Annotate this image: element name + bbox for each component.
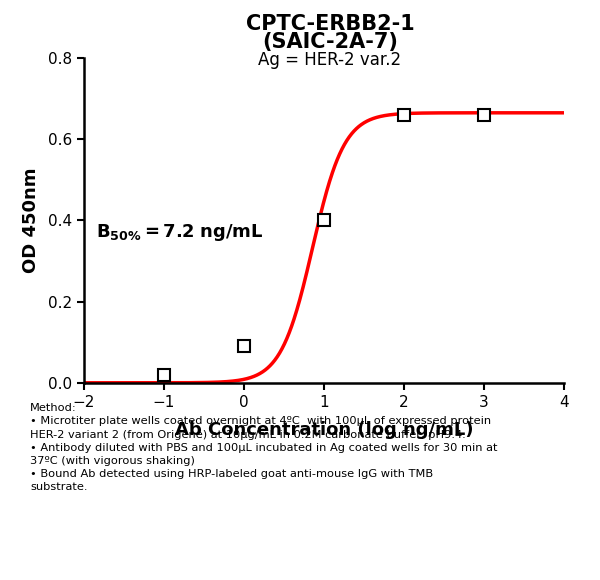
Text: CPTC-ERBB2-1: CPTC-ERBB2-1 xyxy=(245,14,415,34)
Text: Ag = HER-2 var.2: Ag = HER-2 var.2 xyxy=(259,51,401,69)
Text: $\mathbf{B_{50\%}}$$\mathbf{= 7.2\ ng/mL}$: $\mathbf{B_{50\%}}$$\mathbf{= 7.2\ ng/mL… xyxy=(96,222,263,243)
X-axis label: Ab Concentration (log ng/mL): Ab Concentration (log ng/mL) xyxy=(175,420,473,438)
Y-axis label: OD 450nm: OD 450nm xyxy=(22,168,40,273)
Text: Method:
• Microtiter plate wells coated overnight at 4ºC  with 100µL of expresse: Method: • Microtiter plate wells coated … xyxy=(30,403,497,492)
Text: (SAIC-2A-7): (SAIC-2A-7) xyxy=(262,32,398,52)
